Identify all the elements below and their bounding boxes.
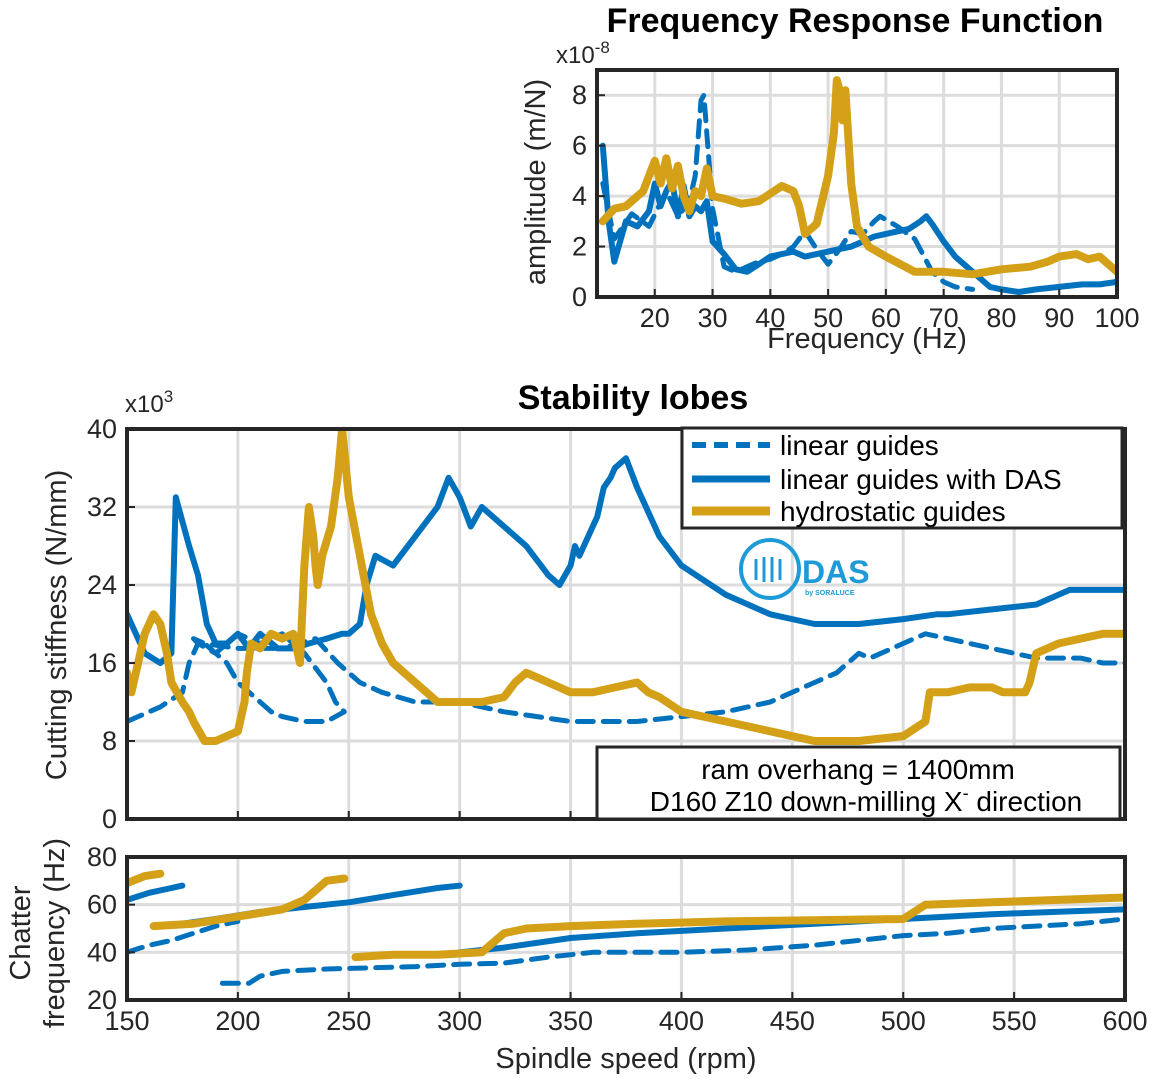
x-tick-label: 50 xyxy=(813,303,843,333)
x-tick-label: 450 xyxy=(770,1006,815,1036)
svg-text:DAS: DAS xyxy=(802,554,870,590)
y-tick-label: 8 xyxy=(572,80,587,110)
y-tick-label: 40 xyxy=(87,414,117,444)
stability-ticks: 0 8 16 24 32 40 xyxy=(87,414,1126,834)
chatter-series xyxy=(127,869,1125,986)
frf-series-solid-gold xyxy=(598,76,1117,279)
y-tick-label: 4 xyxy=(572,181,587,211)
stability-title: Stability lobes xyxy=(518,379,749,417)
y-tick-label: 8 xyxy=(102,726,117,756)
frf-x-label: Frequency (Hz) xyxy=(767,323,967,355)
legend-label-hydrostatic: hydrostatic guides xyxy=(780,496,1006,527)
y-tick-label: 0 xyxy=(572,282,587,312)
y-tick-label: 0 xyxy=(102,804,117,834)
x-tick-label: 40 xyxy=(755,303,785,333)
y-tick-label: 6 xyxy=(572,131,587,161)
stability-series-dashed-blue xyxy=(127,631,1125,724)
y-tick-label: 16 xyxy=(87,648,117,678)
chatter-chart: 150 200 250 300 350 400 450 500 550 600 20 40 60 80 S… xyxy=(5,838,1148,1075)
stability-y-label: Cutting stiffness (N/mm) xyxy=(41,470,73,780)
y-tick-label: 60 xyxy=(87,890,117,920)
stability-y-multiplier: x103 xyxy=(125,387,173,418)
svg-text:by SORALUCE: by SORALUCE xyxy=(805,590,855,597)
x-tick-label: 200 xyxy=(215,1006,260,1036)
x-tick-label: 300 xyxy=(437,1006,482,1036)
y-tick-label: 20 xyxy=(87,985,117,1015)
stability-chart: Stability lobes 0 8 16 24 32 40 x103 Cutting … xyxy=(41,379,1127,834)
legend-label-linear-guides-das: linear guides with DAS xyxy=(780,464,1062,495)
chatter-y-label-line1: Chatter xyxy=(5,885,37,980)
x-tick-label: 30 xyxy=(698,303,728,333)
stability-legend: linear guides linear guides with DAS hyd… xyxy=(680,426,1124,530)
stability-series-solid-blue xyxy=(127,455,1125,666)
x-tick-label: 90 xyxy=(1044,303,1074,333)
chatter-series-solid-gold xyxy=(149,874,349,931)
chatter-ticks: 150 200 250 300 350 400 450 500 550 600 20 40 60 80 xyxy=(87,842,1148,1036)
x-tick-label: 350 xyxy=(548,1006,593,1036)
x-tick-label: 250 xyxy=(326,1006,371,1036)
chatter-series-dashed-blue xyxy=(219,916,1125,986)
y-tick-label: 32 xyxy=(87,492,117,522)
chatter-x-label: Spindle speed (rpm) xyxy=(495,1043,756,1075)
x-tick-label: 150 xyxy=(104,1006,149,1036)
chatter-series-solid-blue xyxy=(456,906,1125,956)
chatter-axes-frame xyxy=(125,855,1127,1002)
x-tick-label: 500 xyxy=(881,1006,926,1036)
chatter-y-label-line2: frequency (Hz) xyxy=(39,838,71,1028)
frf-axes-frame xyxy=(595,68,1119,299)
legend-label-linear-guides: linear guides xyxy=(780,430,939,461)
frf-series xyxy=(598,76,1117,295)
x-tick-label: 20 xyxy=(640,303,670,333)
frf-y-label: amplitude (m/N) xyxy=(520,79,552,285)
frf-title: Frequency Response Function xyxy=(607,2,1104,40)
stability-series xyxy=(127,429,1125,745)
x-tick-label: 80 xyxy=(986,303,1016,333)
stability-series-solid-gold xyxy=(127,429,1125,745)
chatter-series-solid-gold xyxy=(351,893,1125,962)
das-logo: DAS by SORALUCE xyxy=(739,538,870,600)
y-tick-label: 80 xyxy=(87,842,117,872)
y-tick-label: 2 xyxy=(572,232,587,262)
frf-ticks: 20 30 40 50 60 70 80 90 100 0 2 4 6 8 xyxy=(572,80,1140,333)
stability-annotation: ram overhang = 1400mm D160 Z10 down-mill… xyxy=(595,745,1122,821)
x-tick-label: 550 xyxy=(992,1006,1037,1036)
x-tick-label: 70 xyxy=(929,303,959,333)
frf-y-multiplier: x10-8 xyxy=(556,38,610,69)
frf-chart: Frequency Response Function 20 30 40 50 60 70… xyxy=(520,2,1140,355)
annotation-line-1: ram overhang = 1400mm xyxy=(701,754,1015,785)
y-tick-label: 24 xyxy=(87,570,117,600)
x-tick-label: 100 xyxy=(1094,303,1139,333)
annotation-box xyxy=(595,745,1122,821)
chatter-series-dashed-blue xyxy=(127,918,241,955)
chatter-series-solid-blue xyxy=(127,882,186,903)
x-tick-label: 600 xyxy=(1102,1006,1147,1036)
y-tick-label: 40 xyxy=(87,937,117,967)
x-tick-label: 60 xyxy=(871,303,901,333)
x-tick-label: 400 xyxy=(659,1006,704,1036)
annotation-line-2: D160 Z10 down-milling X- direction xyxy=(650,783,1082,817)
chatter-series-solid-gold xyxy=(127,869,165,888)
